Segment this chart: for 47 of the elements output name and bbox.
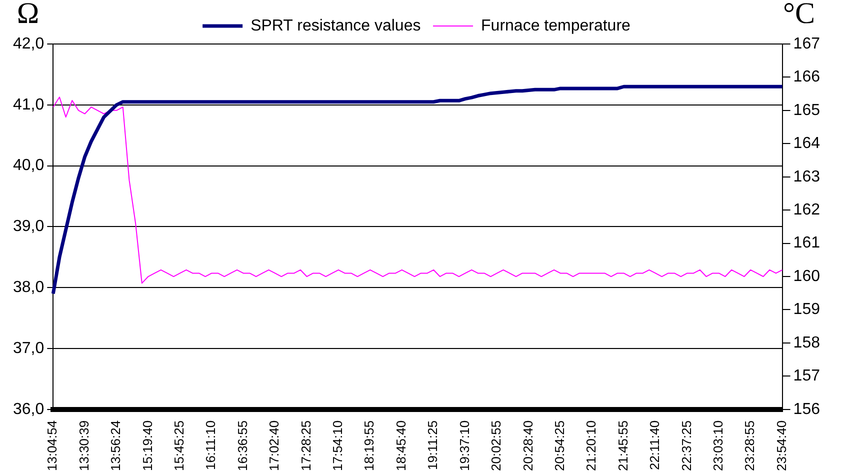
y2-tick-label: 160 — [793, 268, 820, 285]
y-tick-label: 42,0 — [13, 35, 44, 52]
y2-tick-label: 161 — [793, 234, 820, 252]
y-tick-label: 36,0 — [13, 400, 44, 418]
y-tick-label: 39,0 — [13, 218, 44, 236]
y-tick-label: 40,0 — [13, 157, 44, 174]
x-tick-label: 17:54:10 — [330, 420, 346, 472]
x-tick-label: 17:28:25 — [298, 420, 314, 472]
x-tick-label: 18:19:55 — [362, 420, 377, 472]
x-tick-label: 16:11:10 — [203, 420, 218, 470]
y2-tick-label: 167 — [793, 35, 820, 52]
y2-tick-label: 157 — [793, 368, 820, 385]
legend-label: SPRT resistance values — [250, 17, 421, 34]
y2-tick-label: 159 — [793, 301, 820, 318]
x-tick-label: 13:04:54 — [44, 420, 60, 472]
x-tick-label: 20:02:55 — [488, 420, 504, 472]
x-tick-label: 16:36:55 — [234, 420, 250, 472]
x-tick-label: 13:30:39 — [76, 420, 92, 472]
y2-tick-label: 163 — [793, 168, 820, 186]
x-tick-label: 20:54:25 — [552, 420, 567, 472]
x-tick-label: 19:37:10 — [456, 420, 472, 472]
legend-label: Furnace temperature — [481, 17, 631, 34]
y2-tick-label: 162 — [793, 201, 820, 218]
x-tick-label: 22:37:25 — [678, 420, 694, 472]
y2-tick-label: 166 — [793, 68, 820, 86]
x-tick-label: 19:11:25 — [425, 420, 440, 470]
y-axis-title: Ω — [16, 0, 40, 30]
x-tick-label: 15:19:40 — [140, 420, 155, 472]
x-tick-label: 15:45:25 — [172, 420, 187, 472]
y2-tick-label: 158 — [793, 334, 820, 352]
x-tick-label: 23:03:10 — [710, 420, 726, 472]
x-tick-label: 21:45:55 — [615, 420, 630, 472]
x-tick-label: 18:45:40 — [393, 420, 408, 472]
x-tick-label: 23:54:40 — [774, 420, 789, 472]
y2-tick-label: 156 — [793, 400, 820, 418]
y2-tick-label: 164 — [793, 135, 820, 152]
x-tick-label: 17:02:40 — [266, 420, 282, 472]
y2-axis-title: °C — [782, 0, 816, 30]
y2-tick-label: 165 — [793, 102, 820, 119]
x-tick-label: 23:28:55 — [742, 420, 758, 472]
y-tick-label: 38,0 — [13, 279, 44, 296]
x-tick-label: 22:11:40 — [647, 420, 662, 470]
y-tick-label: 37,0 — [13, 340, 44, 357]
x-tick-label: 21:20:10 — [584, 420, 599, 472]
y-tick-label: 41,0 — [13, 96, 44, 114]
x-tick-label: 20:28:40 — [520, 420, 536, 472]
x-tick-label: 13:56:24 — [108, 420, 124, 472]
